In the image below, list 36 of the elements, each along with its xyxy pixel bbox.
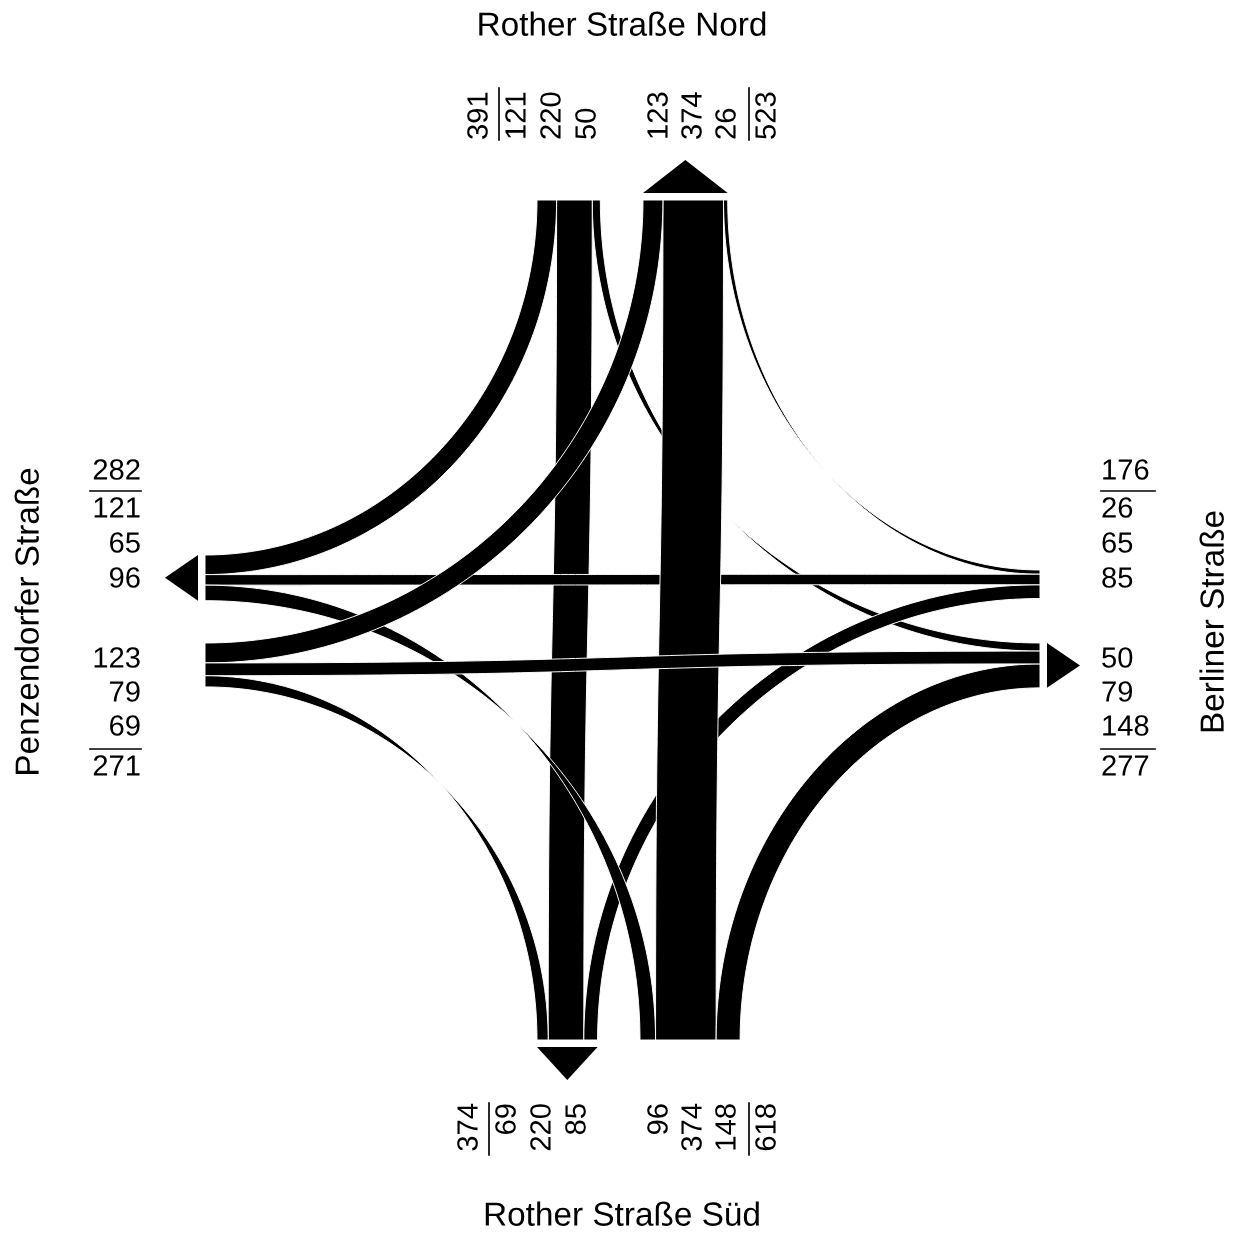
data-label: 69: [495, 1104, 516, 1134]
data-label: 65: [110, 532, 140, 553]
data-label: 96: [109, 567, 140, 588]
data-label: 123: [647, 92, 668, 138]
text: 123: [94, 647, 140, 668]
category-label: Penzendorfer Straße: [14, 468, 39, 774]
category-label: Berliner Straße: [1199, 511, 1224, 732]
data-label: 79: [1102, 681, 1133, 702]
data-label: 374: [681, 92, 702, 139]
category-label: Rother Straße Nord: [479, 11, 766, 36]
text: 176: [1103, 459, 1149, 480]
text: 220: [540, 92, 561, 139]
data-label: 121: [94, 497, 140, 518]
text: 69: [110, 715, 140, 736]
text: 26: [1102, 497, 1133, 518]
text: 618: [755, 1104, 776, 1151]
text: 65: [1102, 532, 1133, 553]
text: 85: [1102, 567, 1133, 588]
data-label: 50: [1102, 647, 1133, 668]
data-label: 26: [715, 108, 736, 139]
data-label: 220: [530, 1104, 551, 1151]
text: 282: [93, 459, 140, 480]
text: 374: [681, 1103, 702, 1151]
text: 391: [467, 92, 488, 139]
text: 271: [93, 755, 140, 776]
text: 148: [715, 1104, 736, 1150]
text: 277: [1102, 755, 1149, 776]
text: 374: [457, 1103, 478, 1151]
data-label: 85: [565, 1104, 586, 1135]
text: 79: [110, 681, 140, 702]
text: 523: [755, 92, 776, 139]
category-label: Rother Straße Süd: [485, 1201, 759, 1226]
text: 50: [575, 108, 596, 139]
data-label: 148: [1103, 715, 1149, 736]
text: 121: [505, 92, 526, 138]
text: 96: [647, 1104, 668, 1135]
